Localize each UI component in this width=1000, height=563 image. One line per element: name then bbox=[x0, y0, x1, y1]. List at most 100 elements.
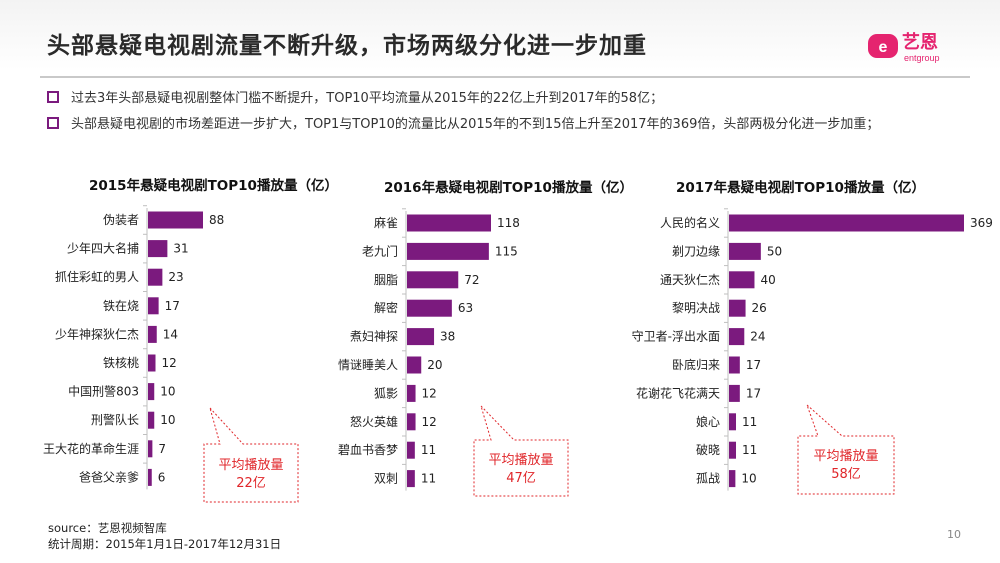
category-label: 刑警队长 bbox=[91, 412, 139, 427]
bar bbox=[407, 470, 415, 488]
category-label: 胭脂 bbox=[374, 272, 398, 287]
entgroup-logo: e 艺恩 entgroup bbox=[868, 31, 940, 63]
category-label: 情谜睡美人 bbox=[338, 358, 398, 372]
value-label: 63 bbox=[458, 301, 473, 315]
bar bbox=[148, 354, 156, 372]
value-label: 115 bbox=[495, 244, 518, 258]
callout-2015: 平均播放量 22亿 bbox=[203, 407, 299, 503]
category-label: 老九门 bbox=[362, 243, 398, 258]
callout-2017: 平均播放量 58亿 bbox=[797, 404, 895, 495]
bar bbox=[148, 268, 163, 286]
category-label: 花谢花飞花满天 bbox=[636, 385, 720, 400]
bar bbox=[407, 441, 415, 459]
bar bbox=[407, 214, 491, 232]
bar bbox=[729, 356, 740, 374]
callout-2016: 平均播放量 47亿 bbox=[473, 405, 569, 497]
chart-2015-title: 2015年悬疑电视剧TOP10播放量（亿） bbox=[89, 178, 338, 194]
bar bbox=[407, 328, 435, 346]
callout-value: 47亿 bbox=[506, 471, 536, 486]
bar bbox=[729, 242, 761, 260]
category-label: 人民的名义 bbox=[660, 215, 720, 230]
chart-2015: 伪装者 88 少年四大名捕 31 抓住彩虹的男人 23 铁在烧 17 少年神探狄仁杰 14 铁核桃 1… bbox=[43, 205, 224, 490]
value-label: 369 bbox=[970, 216, 993, 230]
category-label: 中国刑警803 bbox=[68, 384, 139, 399]
category-label: 少年四大名捕 bbox=[67, 241, 139, 256]
callout-label: 平均播放量 bbox=[218, 458, 283, 473]
bar bbox=[407, 356, 422, 374]
category-label: 破晓 bbox=[696, 442, 720, 457]
value-label: 24 bbox=[750, 330, 765, 344]
source-note: source：艺恩视频智库 bbox=[48, 521, 167, 535]
category-label: 抓住彩虹的男人 bbox=[55, 269, 139, 284]
category-label: 剃刀边缘 bbox=[672, 244, 720, 258]
bullet-2: 头部悬疑电视剧的市场差距进一步扩大，TOP1与TOP10的流量比从2015年的不… bbox=[47, 113, 879, 132]
value-label: 11 bbox=[421, 472, 436, 486]
category-label: 黎明决战 bbox=[672, 301, 720, 315]
category-label: 卧底归来 bbox=[672, 357, 720, 372]
bullet-1: 过去3年头部悬疑电视剧整体门槛不断提升，TOP10平均流量从2015年的22亿上… bbox=[47, 87, 663, 106]
value-label: 118 bbox=[497, 216, 520, 230]
value-label: 23 bbox=[168, 270, 183, 284]
category-label: 怒火英雄 bbox=[350, 414, 398, 429]
bar bbox=[148, 468, 152, 486]
category-label: 孤战 bbox=[696, 472, 720, 486]
bar bbox=[407, 271, 459, 289]
bullet-box-icon bbox=[47, 91, 59, 103]
category-label: 通天狄仁杰 bbox=[660, 273, 720, 287]
value-label: 38 bbox=[440, 330, 455, 344]
category-label: 狐影 bbox=[374, 386, 398, 400]
value-label: 50 bbox=[767, 244, 782, 258]
category-label: 解密 bbox=[374, 300, 398, 315]
value-label: 11 bbox=[742, 443, 757, 457]
bar bbox=[729, 470, 736, 488]
bar bbox=[729, 328, 745, 346]
value-label: 12 bbox=[422, 415, 437, 429]
bar bbox=[407, 384, 416, 402]
bar bbox=[729, 214, 964, 232]
value-label: 40 bbox=[760, 273, 775, 287]
category-label: 铁核桃 bbox=[103, 355, 139, 370]
bar bbox=[407, 299, 452, 317]
value-label: 72 bbox=[464, 273, 479, 287]
category-label: 碧血书香梦 bbox=[338, 443, 398, 457]
bar bbox=[729, 441, 737, 459]
value-label: 14 bbox=[163, 327, 178, 341]
value-label: 10 bbox=[741, 472, 756, 486]
page-title: 头部悬疑电视剧流量不断升级，市场两级分化进一步加重 bbox=[47, 33, 647, 59]
category-label: 铁在烧 bbox=[103, 299, 139, 313]
value-label: 11 bbox=[742, 415, 757, 429]
value-label: 7 bbox=[158, 442, 166, 456]
bar bbox=[407, 242, 489, 260]
chart-2017: 人民的名义 369 剃刀边缘 50 通天狄仁杰 40 黎明决战 26 守卫者-浮出水面 24 卧底归… bbox=[632, 208, 993, 491]
category-label: 守卫者-浮出水面 bbox=[632, 330, 720, 344]
callout-value: 58亿 bbox=[831, 467, 861, 482]
bullet-text: 头部悬疑电视剧的市场差距进一步扩大，TOP1与TOP10的流量比从2015年的不… bbox=[71, 117, 880, 132]
category-label: 伪装者 bbox=[103, 213, 139, 227]
category-label: 麻雀 bbox=[374, 215, 398, 230]
callout-label: 平均播放量 bbox=[813, 449, 878, 464]
value-label: 12 bbox=[422, 386, 437, 400]
bar bbox=[148, 297, 159, 315]
bar bbox=[148, 240, 168, 258]
bar bbox=[729, 299, 746, 317]
bar bbox=[148, 211, 203, 229]
bar bbox=[148, 411, 155, 429]
value-label: 10 bbox=[160, 385, 175, 399]
callout-value: 22亿 bbox=[236, 476, 266, 491]
logo-subtext: entgroup bbox=[904, 53, 940, 63]
chart-2016-title: 2016年悬疑电视剧TOP10播放量（亿） bbox=[384, 180, 633, 196]
callout-label: 平均播放量 bbox=[488, 453, 553, 468]
value-label: 6 bbox=[158, 470, 166, 484]
bar bbox=[148, 325, 157, 343]
value-label: 11 bbox=[421, 443, 436, 457]
logo-text: 艺恩 bbox=[902, 31, 938, 53]
title-divider bbox=[40, 76, 970, 78]
category-label: 双刺 bbox=[374, 472, 398, 486]
category-label: 王大花的革命生涯 bbox=[43, 441, 139, 456]
category-label: 少年神探狄仁杰 bbox=[55, 327, 139, 341]
svg-text:e: e bbox=[879, 39, 888, 56]
value-label: 17 bbox=[746, 386, 761, 400]
bullet-text: 过去3年头部悬疑电视剧整体门槛不断提升，TOP10平均流量从2015年的22亿上… bbox=[71, 91, 664, 106]
bullet-box-icon bbox=[47, 117, 59, 129]
